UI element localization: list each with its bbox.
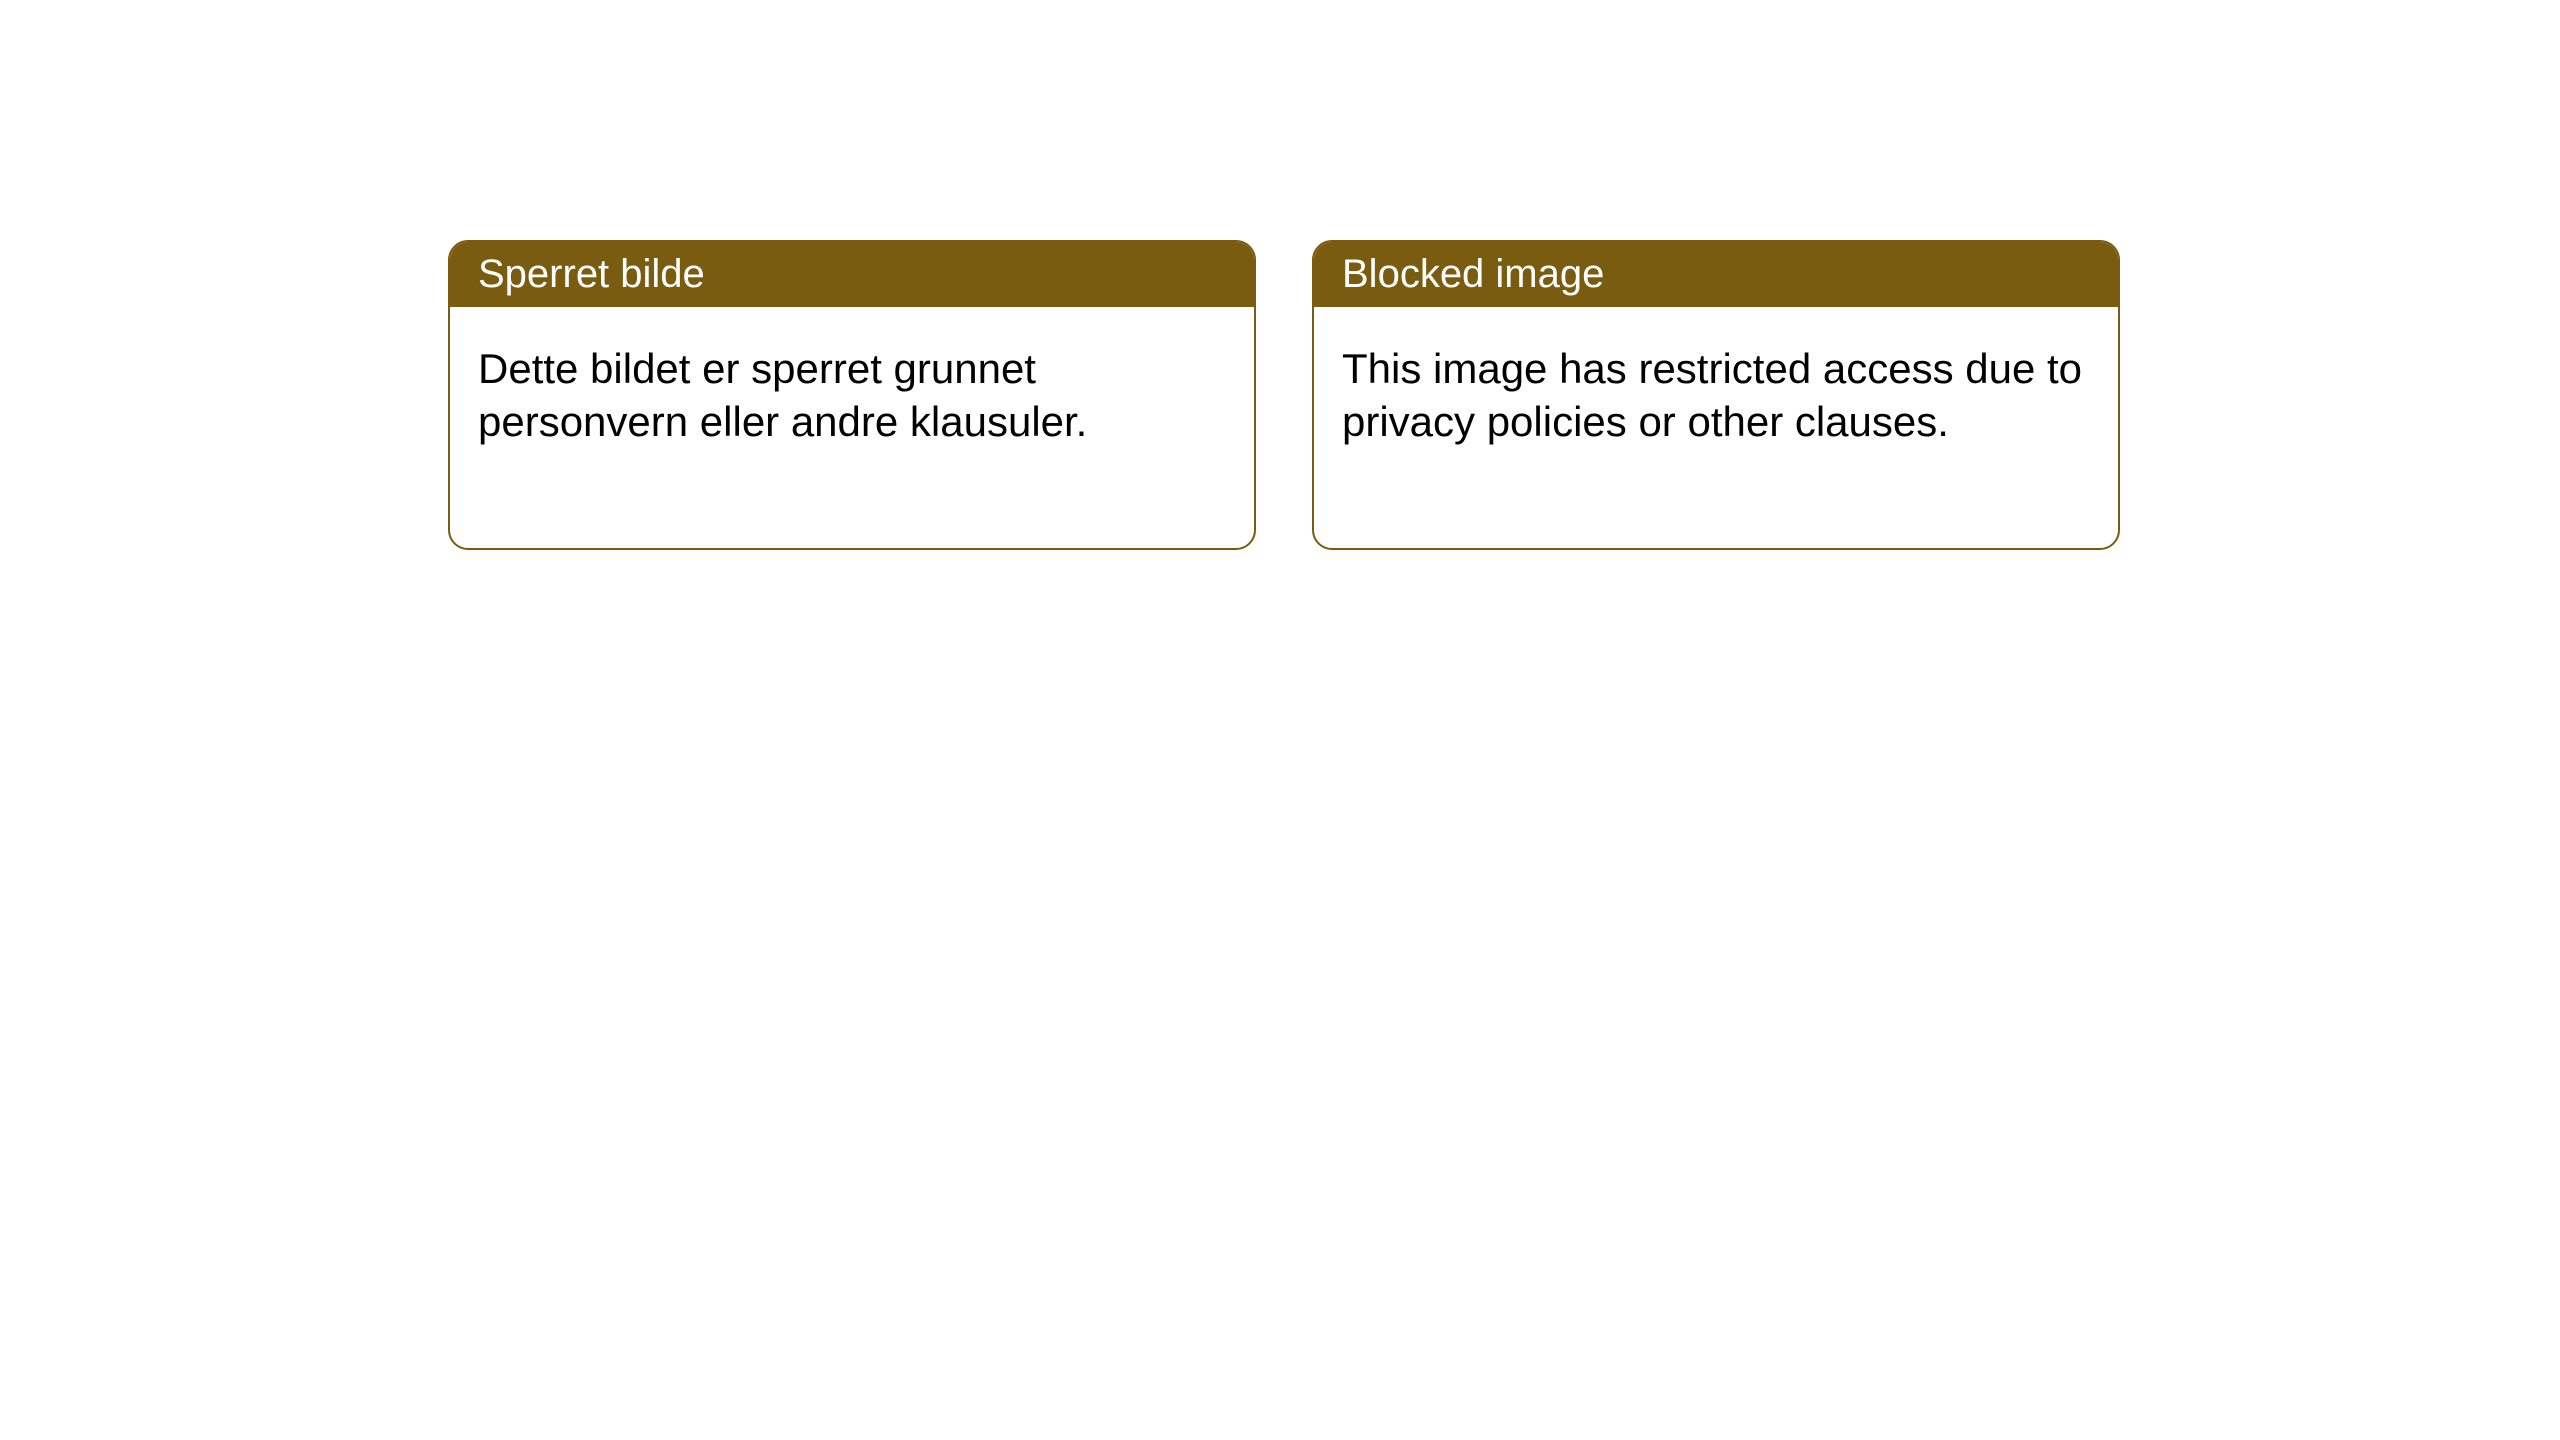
card-header: Sperret bilde xyxy=(450,242,1254,307)
notice-card-english: Blocked image This image has restricted … xyxy=(1312,240,2120,550)
card-body: Dette bildet er sperret grunnet personve… xyxy=(450,307,1254,548)
card-body: This image has restricted access due to … xyxy=(1314,307,2118,548)
card-body-text: Dette bildet er sperret grunnet personve… xyxy=(478,345,1087,445)
card-title: Blocked image xyxy=(1342,252,1604,296)
card-header: Blocked image xyxy=(1314,242,2118,307)
card-body-text: This image has restricted access due to … xyxy=(1342,345,2082,445)
notice-cards-container: Sperret bilde Dette bildet er sperret gr… xyxy=(0,0,2560,550)
card-title: Sperret bilde xyxy=(478,252,705,296)
notice-card-norwegian: Sperret bilde Dette bildet er sperret gr… xyxy=(448,240,1256,550)
